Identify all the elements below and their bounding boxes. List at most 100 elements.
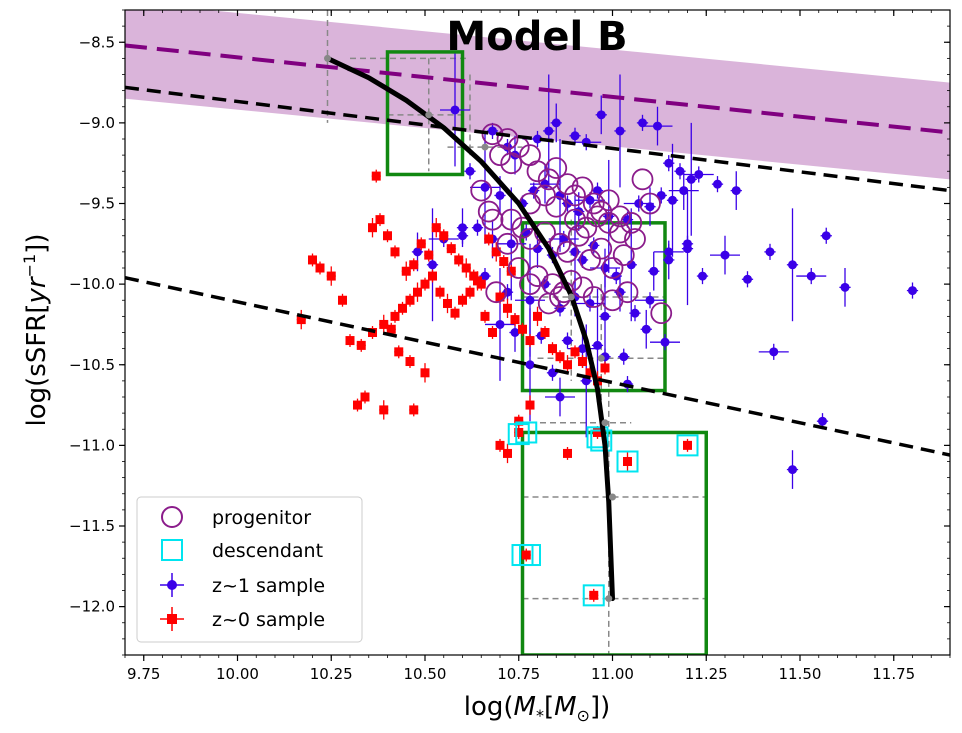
z1-point — [545, 377, 575, 417]
z1-point-marker — [413, 247, 422, 257]
z0-point — [495, 438, 505, 452]
z0-point — [439, 229, 449, 243]
z0-point — [600, 361, 610, 375]
track-marker — [601, 419, 609, 427]
z1-point-marker — [679, 186, 689, 196]
progenitor-marker — [601, 257, 624, 279]
progenitor-marker — [571, 176, 594, 199]
z1-point-marker — [533, 244, 542, 254]
z0-point-marker — [296, 315, 306, 325]
z1-point — [820, 227, 832, 244]
z0-point — [465, 285, 475, 299]
z0-point — [409, 403, 419, 417]
z0-point — [499, 255, 509, 268]
x-tick-label: 10.00 — [216, 665, 259, 683]
black-dashed-line-0 — [125, 85, 950, 193]
z0-point-marker — [446, 244, 456, 254]
main-sequence-band — [125, 10, 950, 180]
progenitor-marker — [507, 257, 530, 279]
z0-point — [315, 261, 325, 275]
z1-point — [550, 103, 562, 143]
progenitor-marker — [564, 184, 586, 207]
z0-point-marker — [420, 368, 430, 378]
z1-point — [440, 53, 470, 167]
z0-point-marker — [461, 263, 471, 273]
z1-point-marker — [664, 158, 674, 168]
z0-point — [488, 326, 497, 339]
z0-point — [296, 309, 306, 330]
x-tick-label: 11.00 — [591, 665, 634, 683]
z1-point-marker — [563, 336, 572, 346]
z1-point — [786, 208, 799, 322]
z0-point-marker — [491, 247, 501, 257]
z1-point-marker — [698, 271, 707, 281]
evolution-track — [325, 55, 615, 602]
z0-point — [383, 229, 392, 243]
z0-point-marker — [353, 400, 362, 410]
z0-point — [375, 213, 385, 227]
z0-point — [431, 218, 441, 238]
z1-point-marker — [551, 118, 561, 128]
z1-point-marker — [641, 324, 651, 334]
z0-point — [589, 588, 599, 602]
z1-point — [741, 271, 754, 288]
z1-point-marker — [686, 174, 696, 184]
z1-point-marker — [596, 110, 606, 120]
progenitor-marker — [545, 195, 568, 218]
z0-point — [683, 438, 692, 452]
z1-point-marker — [450, 105, 460, 115]
z0-point-marker — [356, 340, 366, 350]
z0-point-marker — [476, 279, 486, 289]
z1-point-marker — [600, 311, 610, 321]
z0-point-marker — [495, 292, 505, 302]
z1-point-marker — [694, 169, 704, 179]
z1-point — [618, 348, 630, 365]
z0-point — [503, 298, 512, 318]
z1-point — [595, 95, 607, 135]
z0-point — [548, 342, 557, 356]
z0-point — [405, 293, 415, 307]
z0-point-marker — [683, 440, 692, 450]
z1-point — [456, 208, 469, 248]
progenitor-marker — [597, 189, 620, 212]
z0-point-marker — [405, 295, 415, 305]
selection-box-0 — [385, 50, 465, 177]
y-tick-label: −11.5 — [69, 517, 115, 535]
z0-point — [514, 414, 524, 428]
z1-point — [614, 74, 626, 188]
z0-point-marker — [401, 266, 411, 276]
z0-point-marker — [424, 250, 434, 260]
z1-point-marker — [769, 347, 779, 357]
z1-point — [650, 334, 680, 351]
z0-point — [398, 301, 407, 315]
z1-point-marker — [731, 186, 741, 196]
z0-point-marker — [371, 171, 381, 181]
progenitor-marker — [639, 192, 661, 215]
z0-point-marker — [413, 287, 422, 297]
y-tick-label: −11.0 — [69, 436, 115, 454]
z0-point-marker — [525, 336, 535, 346]
z0-point-marker — [623, 457, 632, 466]
z0-point-marker — [503, 303, 512, 313]
progenitor-marker — [631, 168, 654, 191]
z0-point-marker — [405, 357, 415, 367]
z1-point — [636, 114, 649, 131]
descendant-marker — [507, 423, 530, 446]
z0-point-marker — [570, 347, 580, 357]
z0-point-marker — [379, 405, 389, 415]
z0-point — [390, 245, 400, 259]
z0-point — [461, 258, 471, 278]
legend-z1-label: z~1 sample — [212, 575, 325, 597]
z1-point — [640, 309, 652, 349]
z0-point-marker — [563, 360, 572, 370]
z0-point-marker — [600, 363, 610, 373]
z0-point-marker — [518, 324, 527, 334]
z0-point-marker — [450, 308, 460, 318]
z1-point-marker — [525, 360, 535, 370]
z0-point — [356, 338, 366, 352]
y-axis-title: log(sSFR[yr−1]) — [20, 234, 52, 427]
z0-point — [413, 282, 422, 302]
z0-point-marker — [578, 357, 587, 367]
z0-point-marker — [484, 234, 494, 244]
z0-point-marker — [383, 231, 392, 241]
